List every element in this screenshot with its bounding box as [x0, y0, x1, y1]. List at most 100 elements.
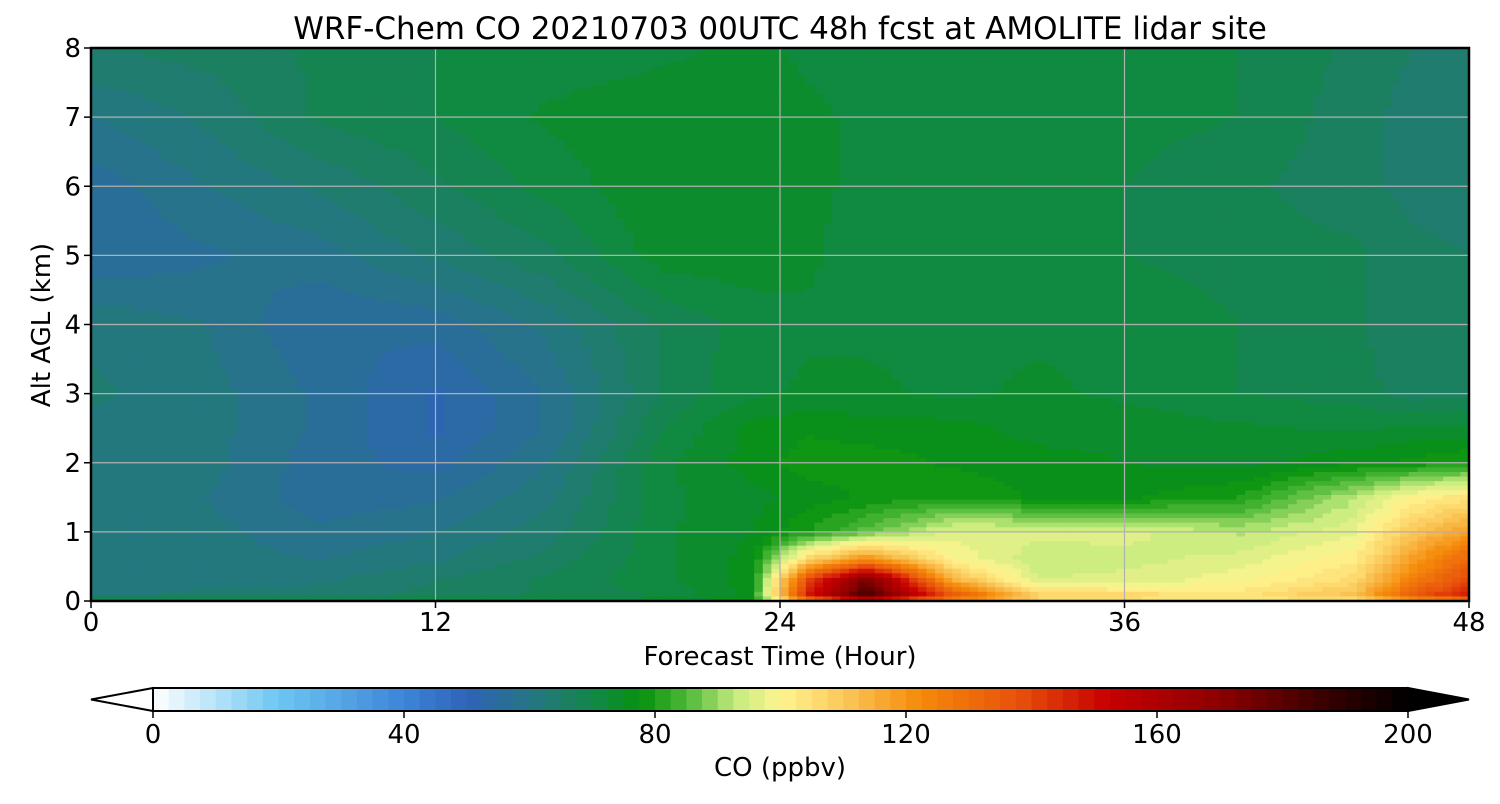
heatmap-cell	[1400, 80, 1409, 85]
heatmap-cell	[1030, 172, 1039, 177]
heatmap-cell	[384, 80, 393, 85]
heatmap-cell	[496, 71, 505, 76]
heatmap-cell	[797, 186, 806, 191]
heatmap-cell	[134, 122, 143, 127]
heatmap-cell	[728, 117, 737, 122]
heatmap-cell	[1331, 131, 1340, 136]
heatmap-cell	[280, 108, 289, 113]
heatmap-cell	[358, 80, 367, 85]
heatmap-cell	[995, 117, 1004, 122]
heatmap-cell	[1099, 103, 1108, 108]
heatmap-cell	[789, 177, 798, 182]
heatmap-cell	[858, 140, 867, 145]
heatmap-cell	[212, 53, 221, 58]
heatmap-cell	[875, 159, 884, 164]
heatmap-cell	[1435, 66, 1444, 71]
heatmap-cell	[1297, 71, 1306, 76]
heatmap-cell	[1064, 66, 1073, 71]
heatmap-cell	[720, 66, 729, 71]
heatmap-cell	[720, 177, 729, 182]
heatmap-cell	[728, 103, 737, 108]
heatmap-cell	[746, 99, 755, 104]
heatmap-cell	[169, 89, 178, 94]
heatmap-cell	[608, 66, 617, 71]
heatmap-cell	[754, 117, 763, 122]
heatmap-cell	[789, 126, 798, 131]
heatmap-cell	[410, 57, 419, 62]
heatmap-cell	[591, 172, 600, 177]
heatmap-cell	[1073, 122, 1082, 127]
heatmap-cell	[582, 159, 591, 164]
heatmap-cell	[935, 71, 944, 76]
heatmap-cell	[823, 57, 832, 62]
heatmap-cell	[1081, 163, 1090, 168]
heatmap-cell	[1314, 53, 1323, 58]
heatmap-cell	[875, 131, 884, 136]
heatmap-cell	[453, 140, 462, 145]
heatmap-cell	[1391, 172, 1400, 177]
heatmap-cell	[1280, 140, 1289, 145]
heatmap-cell	[547, 140, 556, 145]
heatmap-cell	[1348, 145, 1357, 150]
heatmap-cell	[832, 136, 841, 141]
heatmap-cell	[565, 71, 574, 76]
heatmap-cell	[935, 57, 944, 62]
heatmap-cell	[952, 154, 961, 159]
heatmap-cell	[625, 85, 634, 90]
heatmap-cell	[1064, 145, 1073, 150]
heatmap-cell	[685, 85, 694, 90]
heatmap-cell	[522, 163, 531, 168]
heatmap-cell	[1271, 62, 1280, 67]
heatmap-cell	[246, 89, 255, 94]
heatmap-cell	[763, 126, 772, 131]
heatmap-cell	[1150, 140, 1159, 145]
heatmap-cell	[1374, 126, 1383, 131]
heatmap-cell	[436, 103, 445, 108]
heatmap-cell	[496, 122, 505, 127]
heatmap-cell	[1443, 80, 1452, 85]
heatmap-cell	[539, 186, 548, 191]
heatmap-cell	[556, 94, 565, 99]
heatmap-cell	[1236, 108, 1245, 113]
heatmap-cell	[961, 85, 970, 90]
heatmap-cell	[573, 172, 582, 177]
heatmap-cell	[944, 62, 953, 67]
heatmap-cell	[1288, 80, 1297, 85]
heatmap-cell	[995, 85, 1004, 90]
heatmap-cell	[349, 71, 358, 76]
heatmap-cell	[1038, 62, 1047, 67]
heatmap-cell	[392, 168, 401, 173]
heatmap-cell	[1073, 103, 1082, 108]
heatmap-cell	[125, 76, 134, 81]
heatmap-cell	[625, 53, 634, 58]
heatmap-cell	[237, 163, 246, 168]
heatmap-cell	[237, 149, 246, 154]
heatmap-cell	[1374, 136, 1383, 141]
heatmap-cell	[453, 149, 462, 154]
heatmap-cell	[504, 122, 513, 127]
heatmap-cell	[349, 80, 358, 85]
heatmap-cell	[1409, 89, 1418, 94]
heatmap-cell	[461, 177, 470, 182]
heatmap-cell	[272, 159, 281, 164]
heatmap-cell	[1245, 62, 1254, 67]
heatmap-cell	[1004, 62, 1013, 67]
heatmap-cell	[169, 191, 178, 196]
heatmap-cell	[952, 103, 961, 108]
heatmap-cell	[246, 108, 255, 113]
heatmap-cell	[1038, 122, 1047, 127]
heatmap-cell	[565, 136, 574, 141]
heatmap-cell	[944, 149, 953, 154]
heatmap-cell	[746, 103, 755, 108]
heatmap-cell	[306, 131, 315, 136]
heatmap-cell	[1090, 168, 1099, 173]
heatmap-cell	[194, 159, 203, 164]
heatmap-cell	[1168, 172, 1177, 177]
heatmap-cell	[436, 117, 445, 122]
heatmap-cell	[961, 159, 970, 164]
heatmap-cell	[1073, 66, 1082, 71]
heatmap-cell	[100, 136, 109, 141]
heatmap-cell	[1193, 159, 1202, 164]
heatmap-cell	[470, 94, 479, 99]
heatmap-cell	[875, 168, 884, 173]
